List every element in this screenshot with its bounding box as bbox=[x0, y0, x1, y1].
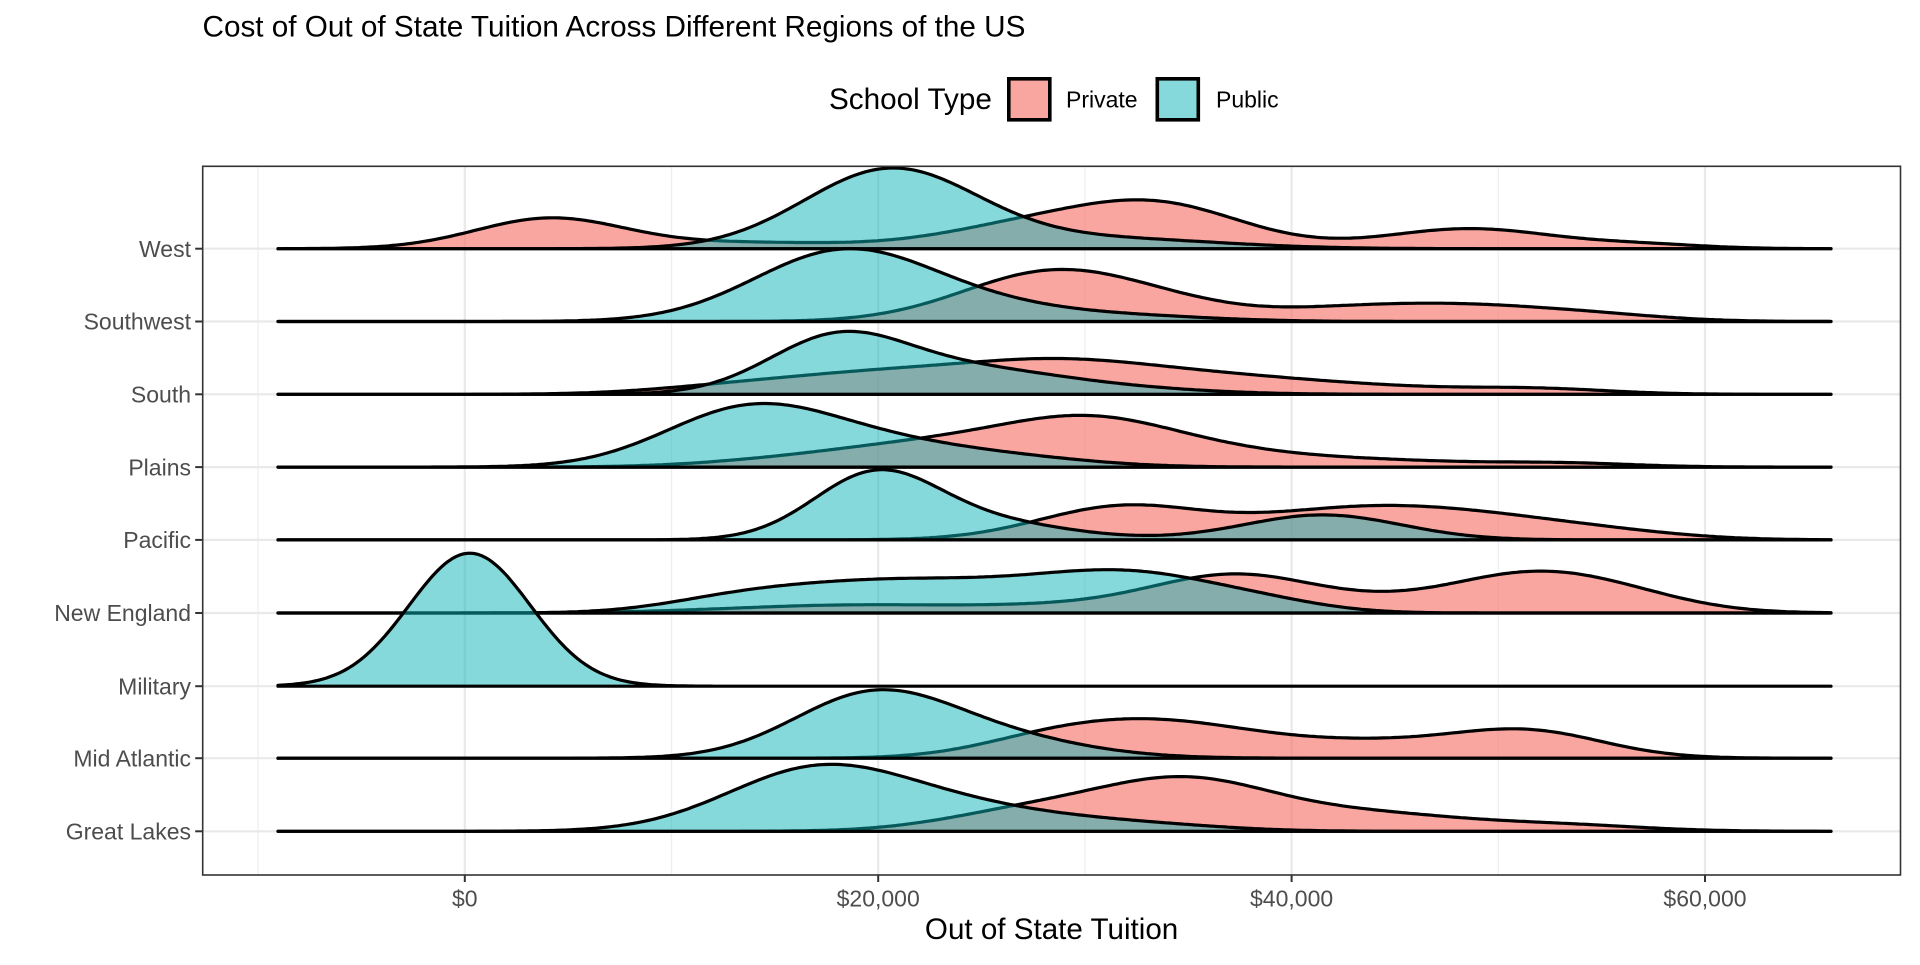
svg-text:South: South bbox=[131, 382, 191, 408]
svg-text:$40,000: $40,000 bbox=[1250, 886, 1333, 912]
svg-text:Plains: Plains bbox=[128, 454, 191, 480]
svg-text:West: West bbox=[139, 236, 192, 262]
svg-text:Private: Private bbox=[1066, 86, 1138, 112]
svg-text:Public: Public bbox=[1216, 86, 1279, 112]
svg-text:$60,000: $60,000 bbox=[1663, 886, 1746, 912]
svg-text:Out of State Tuition: Out of State Tuition bbox=[925, 913, 1178, 946]
svg-text:School Type: School Type bbox=[829, 83, 992, 116]
svg-text:New England: New England bbox=[54, 600, 191, 626]
svg-text:Cost of Out of State Tuition A: Cost of Out of State Tuition Across Diff… bbox=[203, 11, 1026, 44]
svg-text:$0: $0 bbox=[452, 886, 478, 912]
svg-text:$20,000: $20,000 bbox=[837, 886, 920, 912]
svg-text:Mid Atlantic: Mid Atlantic bbox=[73, 745, 191, 771]
svg-text:Military: Military bbox=[118, 673, 191, 699]
svg-text:Southwest: Southwest bbox=[84, 309, 192, 335]
svg-text:Pacific: Pacific bbox=[123, 527, 191, 553]
svg-text:Great Lakes: Great Lakes bbox=[66, 819, 191, 845]
